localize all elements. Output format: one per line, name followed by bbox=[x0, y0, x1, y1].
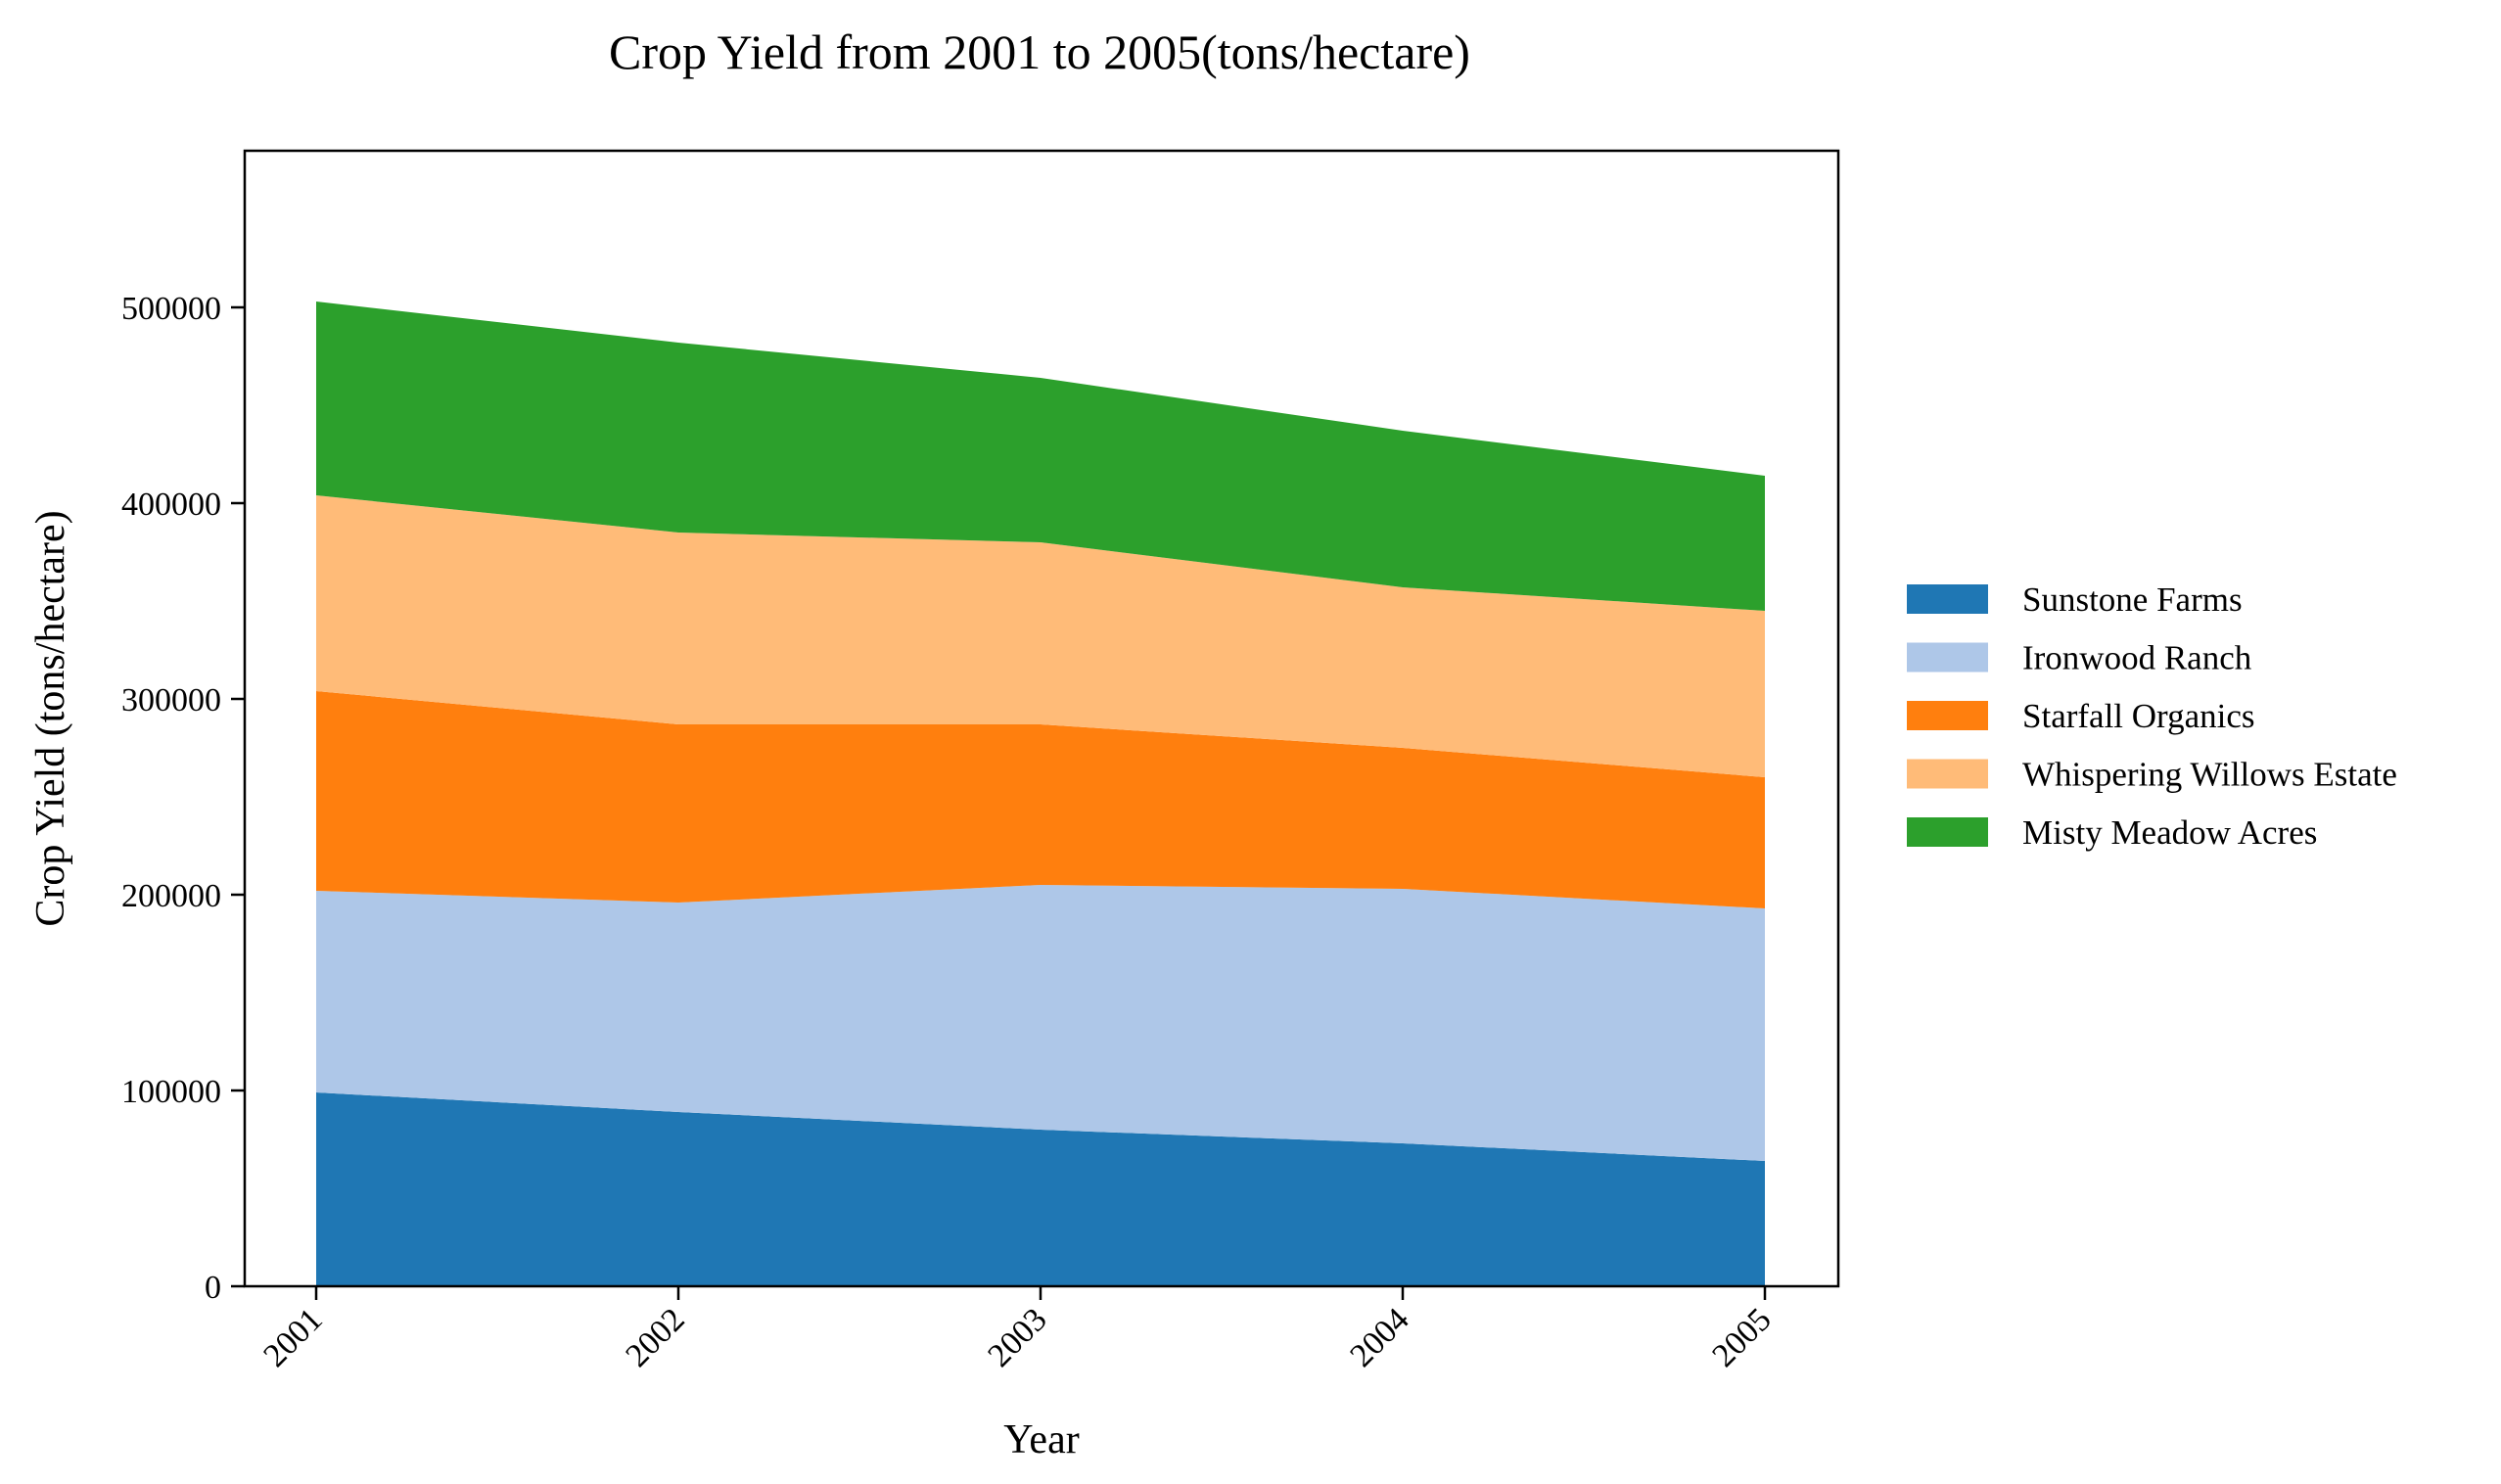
x-axis: 2001 2002 2003 2004 2005 bbox=[256, 1286, 1779, 1374]
x-tick-label: 2001 bbox=[256, 1301, 329, 1373]
area-series-4 bbox=[316, 495, 1765, 777]
y-tick-label: 500000 bbox=[121, 291, 221, 327]
legend-label: Misty Meadow Acres bbox=[2022, 813, 2317, 852]
legend-swatch bbox=[1907, 642, 1988, 672]
y-tick-label: 200000 bbox=[121, 878, 221, 914]
y-tick-label: 100000 bbox=[121, 1074, 221, 1110]
x-tick-label: 2005 bbox=[1705, 1301, 1778, 1373]
chart-title: Crop Yield from 2001 to 2005(tons/hectar… bbox=[609, 24, 1470, 79]
x-tick-label: 2004 bbox=[1343, 1301, 1415, 1373]
area-series-1 bbox=[316, 1092, 1765, 1286]
y-tick-label: 0 bbox=[205, 1270, 221, 1306]
legend-swatch bbox=[1907, 584, 1988, 614]
legend-swatch bbox=[1907, 759, 1988, 789]
x-tick-label: 2002 bbox=[619, 1301, 691, 1373]
legend-label: Starfall Organics bbox=[2022, 697, 2254, 735]
legend: Sunstone Farms Ironwood Ranch Starfall Org… bbox=[1907, 580, 2397, 852]
legend-label: Ironwood Ranch bbox=[2022, 639, 2252, 677]
y-axis-label: Crop Yield (tons/hectare) bbox=[28, 510, 73, 926]
x-tick-label: 2003 bbox=[981, 1301, 1053, 1373]
y-tick-label: 400000 bbox=[121, 487, 221, 523]
area-series-2 bbox=[316, 885, 1765, 1161]
legend-swatch bbox=[1907, 817, 1988, 847]
area-series-group bbox=[316, 301, 1765, 1286]
legend-label: Sunstone Farms bbox=[2022, 580, 2243, 619]
area-series-5 bbox=[316, 301, 1765, 611]
legend-label: Whispering Willows Estate bbox=[2022, 756, 2397, 794]
legend-swatch bbox=[1907, 701, 1988, 730]
area-series-3 bbox=[316, 691, 1765, 908]
x-axis-label: Year bbox=[1003, 1417, 1079, 1462]
y-axis: 0 100000 200000 300000 400000 500000 bbox=[121, 291, 245, 1306]
y-tick-label: 300000 bbox=[121, 682, 221, 719]
